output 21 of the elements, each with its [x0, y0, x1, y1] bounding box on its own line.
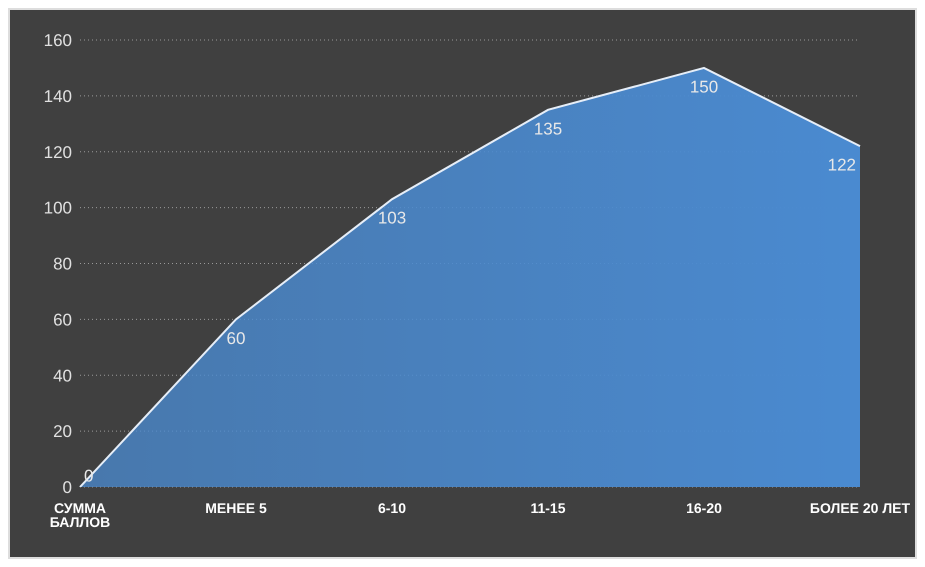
- x-tick-label: МЕНЕЕ 5: [205, 500, 267, 516]
- y-tick-label: 140: [44, 86, 72, 106]
- y-tick-label: 20: [53, 422, 72, 442]
- y-tick-label: 60: [53, 310, 72, 330]
- y-tick-label: 80: [53, 254, 72, 274]
- data-label: 150: [690, 77, 718, 96]
- x-tick-label: 11-15: [530, 500, 566, 516]
- y-tick-label: 120: [44, 142, 72, 162]
- x-tick-label: БОЛЕЕ 20 ЛЕТ: [810, 500, 911, 516]
- data-label: 103: [378, 208, 406, 228]
- y-tick-label: 0: [62, 478, 72, 498]
- y-tick-label: 100: [44, 198, 72, 218]
- x-tick-label: 6-10: [378, 500, 406, 516]
- x-tick-label: 16-20: [686, 500, 722, 516]
- y-tick-label: 40: [53, 366, 72, 386]
- y-tick-label: 160: [44, 31, 72, 50]
- data-label: 0: [84, 466, 94, 486]
- data-label: 60: [226, 328, 246, 348]
- data-label: 122: [828, 156, 856, 175]
- x-tick-label: СУММА БАЛЛОВ: [50, 500, 110, 530]
- data-label: 135: [534, 119, 562, 138]
